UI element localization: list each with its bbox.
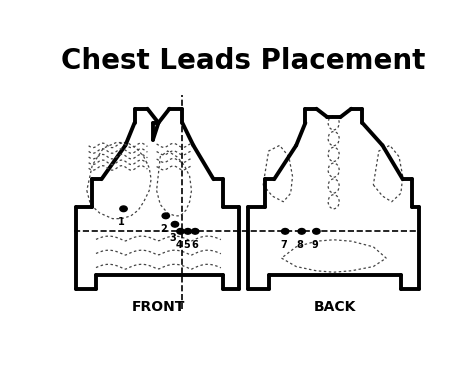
Text: 7: 7 bbox=[280, 240, 287, 250]
Text: FRONT: FRONT bbox=[132, 300, 185, 314]
Circle shape bbox=[282, 228, 289, 234]
Circle shape bbox=[313, 228, 320, 234]
Text: 9: 9 bbox=[311, 240, 318, 250]
Circle shape bbox=[184, 228, 191, 234]
Text: 6: 6 bbox=[191, 240, 198, 250]
Text: 5: 5 bbox=[184, 240, 191, 250]
Text: 3: 3 bbox=[170, 233, 176, 243]
Text: 2: 2 bbox=[161, 224, 167, 234]
Circle shape bbox=[177, 228, 184, 234]
Circle shape bbox=[191, 228, 199, 234]
Text: 4: 4 bbox=[175, 240, 182, 250]
Text: 1: 1 bbox=[118, 217, 125, 227]
Circle shape bbox=[171, 221, 179, 227]
Text: BACK: BACK bbox=[314, 300, 356, 314]
Text: Chest Leads Placement: Chest Leads Placement bbox=[61, 47, 425, 75]
Text: 8: 8 bbox=[296, 240, 303, 250]
Circle shape bbox=[162, 213, 169, 219]
Circle shape bbox=[298, 228, 305, 234]
Circle shape bbox=[120, 206, 127, 212]
